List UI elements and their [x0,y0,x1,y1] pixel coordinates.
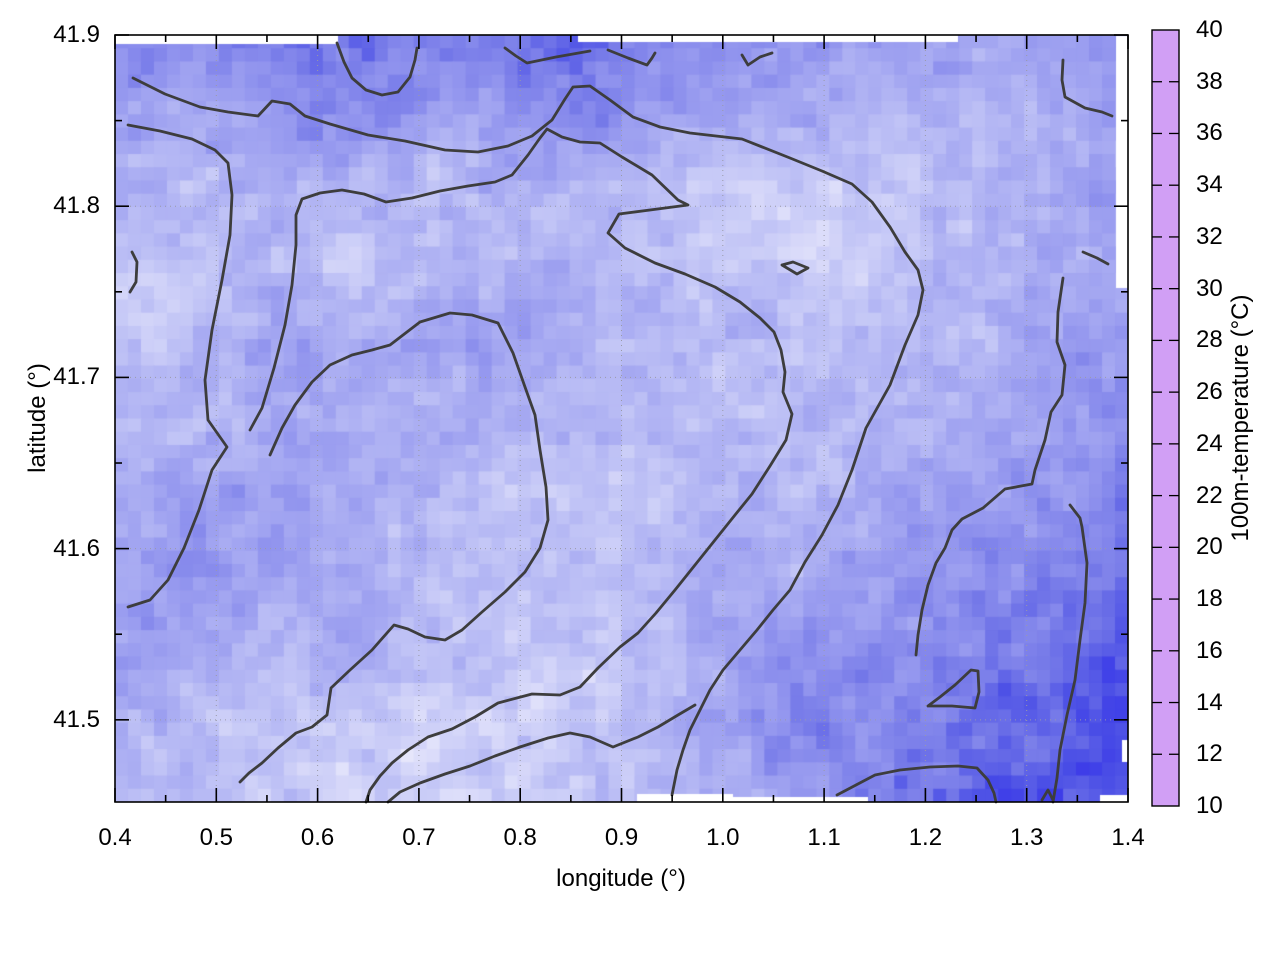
y-tick-label: 41.8 [53,192,100,220]
temperature-heatmap [115,35,1128,802]
contour-line [335,41,419,97]
contour-line [238,311,550,784]
contour-line [1051,503,1089,804]
contour-line [248,127,794,804]
y-tick-label: 41.7 [53,363,100,391]
contour-line [835,764,998,804]
colorbar-tick-label: 38 [1196,67,1223,95]
contour-line [126,123,234,609]
contour-line [131,76,925,797]
x-tick-label: 0.8 [503,824,537,851]
colorbar-tick-label: 24 [1196,429,1223,457]
colorbar-tick-label: 14 [1196,688,1223,716]
colorbar-tick-label: 40 [1196,16,1223,43]
colorbar-tick-label: 20 [1196,533,1223,561]
contour-line [386,703,697,804]
contour-line [1040,788,1055,802]
colorbar-tick-label: 32 [1196,222,1223,250]
y-tick-label: 41.5 [53,705,100,733]
colorbar-tick-label: 12 [1196,740,1223,768]
contour-line [503,46,592,65]
x-tick-label: 1.3 [1010,824,1044,851]
colorbar-tick-label: 30 [1196,274,1223,302]
contour-line [780,260,810,276]
colorbar-tick-label: 18 [1196,585,1223,613]
x-tick-label: 0.4 [98,824,132,851]
colorbar-tick-label: 36 [1196,119,1223,147]
x-tick-label: 1.1 [807,824,841,851]
y-tick-label: 41.6 [53,534,100,562]
colorbar-tick-label: 16 [1196,636,1223,664]
x-axis-title: longitude (°) [556,865,686,892]
colorbar-title: 100m-temperature (°C) [1227,294,1254,542]
contour-line [1081,250,1110,266]
x-tick-label: 1.2 [908,824,943,851]
colorbar-tick-label: 10 [1196,792,1223,819]
colorbar-tick-label: 28 [1196,326,1223,354]
colorbar-tick-label: 34 [1196,171,1223,199]
contour-line [914,276,1067,657]
x-tick-label: 0.5 [199,824,233,851]
contour-line [740,51,774,67]
x-tick-label: 0.9 [604,824,639,851]
x-tick-label: 0.7 [402,824,436,851]
contour-line [1060,58,1114,118]
colorbar-tick-label: 22 [1196,481,1223,509]
contour-line [926,668,981,710]
colorbar-tick-label: 26 [1196,378,1223,406]
contour-line [606,48,657,67]
x-tick-label: 1.0 [706,824,740,851]
y-tick-label: 41.9 [53,21,100,48]
contour-line [128,250,139,294]
x-tick-label: 1.4 [1111,824,1145,851]
y-axis-title: latitude (°) [24,363,51,473]
x-tick-label: 0.6 [300,824,335,851]
colorbar [1151,29,1180,807]
